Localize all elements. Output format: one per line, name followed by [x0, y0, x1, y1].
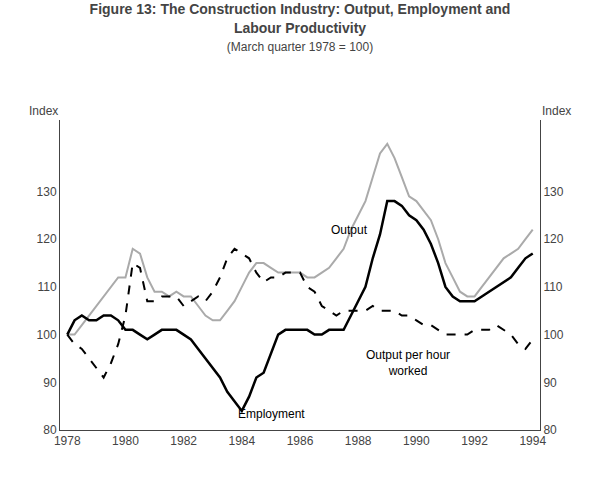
svg-text:110: 110	[37, 280, 56, 294]
svg-text:Employment: Employment	[238, 407, 305, 421]
svg-text:1988: 1988	[345, 434, 372, 448]
svg-text:130: 130	[37, 185, 57, 199]
svg-text:90: 90	[543, 376, 557, 390]
svg-text:90: 90	[43, 376, 57, 390]
svg-text:120: 120	[37, 232, 57, 246]
svg-text:80: 80	[543, 423, 557, 437]
svg-text:Figure 13: The Construction In: Figure 13: The Construction Industry: Ou…	[90, 1, 511, 53]
svg-text:1986: 1986	[287, 434, 314, 448]
svg-text:Index: Index	[542, 104, 571, 118]
svg-text:Index: Index	[29, 104, 58, 118]
svg-text:1982: 1982	[170, 434, 197, 448]
svg-text:1994: 1994	[519, 434, 546, 448]
svg-text:100: 100	[37, 328, 57, 342]
svg-text:80: 80	[43, 423, 57, 437]
svg-text:1980: 1980	[112, 434, 139, 448]
svg-text:1978: 1978	[54, 434, 81, 448]
svg-text:1992: 1992	[461, 434, 488, 448]
svg-text:130: 130	[543, 185, 563, 199]
svg-text:1990: 1990	[403, 434, 430, 448]
svg-text:1984: 1984	[228, 434, 255, 448]
svg-text:Output: Output	[331, 223, 368, 237]
svg-text:110: 110	[543, 280, 562, 294]
svg-text:120: 120	[543, 232, 563, 246]
svg-text:100: 100	[543, 328, 563, 342]
svg-text:Output per hourworked: Output per hourworked	[366, 348, 450, 378]
